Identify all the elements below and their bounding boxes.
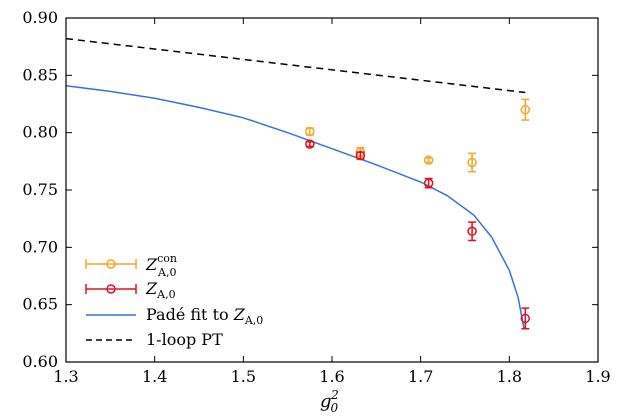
legend-label-pade-main: Z	[233, 305, 246, 324]
y-tick-label: 0.65	[22, 295, 58, 314]
legend-label-z-sub: A,0	[156, 288, 175, 301]
legend-label-zcon: Zcon A,0	[145, 252, 177, 279]
point-z	[467, 226, 477, 237]
pade-fit-line	[65, 84, 525, 329]
plot-area	[65, 37, 531, 330]
point-z	[520, 313, 531, 324]
point-zcon	[305, 126, 315, 137]
legend-label-pt: 1-loop PT	[146, 330, 223, 349]
y-tick-label: 0.80	[22, 123, 58, 142]
legend-item-zcon: Zcon A,0	[85, 252, 177, 279]
legend-label-z-main: Z	[145, 279, 158, 298]
x-tick-label: 1.5	[231, 367, 256, 386]
one-loop-pt-line	[65, 37, 526, 94]
x-axis-label: g02	[320, 388, 339, 415]
x-axis-label-sup: 2	[330, 388, 339, 402]
point-z	[355, 150, 366, 161]
x-axis-label-sub: 0	[331, 401, 339, 415]
legend-item-z: ZA,0	[85, 279, 176, 301]
x-tick-label: 1.8	[497, 367, 522, 386]
y-tick-label: 0.75	[22, 180, 58, 199]
legend-label-zcon-sup: con	[157, 252, 177, 265]
legend-label-z: ZA,0	[145, 279, 176, 301]
y-tick-label: 0.70	[22, 237, 58, 256]
legend-label-zcon-main: Z	[145, 255, 158, 274]
legend: Zcon A,0 ZA,0 Padé fit to ZA,0 1-loop PT	[85, 252, 263, 349]
x-tick-label: 1.4	[142, 367, 167, 386]
point-z	[305, 139, 315, 149]
point-z	[423, 178, 434, 188]
x-axis-label-main: g	[320, 391, 332, 412]
y-tick-label: 0.85	[22, 65, 58, 84]
x-tick-label: 1.7	[408, 367, 433, 386]
legend-label-pade: Padé fit to ZA,0	[146, 305, 263, 327]
legend-swatch-z-marker	[106, 284, 116, 294]
legend-swatch-zcon-marker	[106, 259, 116, 269]
legend-label-pade-prefix: Padé fit to	[146, 305, 234, 324]
y-tick-label: 0.60	[22, 352, 58, 371]
point-zcon	[520, 104, 531, 115]
legend-item-pt: 1-loop PT	[86, 330, 223, 349]
legend-label-zcon-sub: A,0	[157, 266, 176, 279]
axis-ticks: 1.3 1.4 1.5 1.6 1.7 1.8 1.9 0.60 0.65 0.70 0.75 0.8…	[22, 8, 610, 386]
point-zcon	[467, 157, 477, 168]
legend-item-pade: Padé fit to ZA,0	[86, 305, 263, 327]
y-tick-label: 0.90	[22, 8, 58, 27]
x-tick-label: 1.9	[585, 367, 610, 386]
x-tick-label: 1.6	[319, 367, 344, 386]
legend-label-pade-sub: A,0	[244, 314, 263, 327]
point-zcon	[423, 155, 434, 165]
x-tick-label: 1.3	[53, 367, 78, 386]
